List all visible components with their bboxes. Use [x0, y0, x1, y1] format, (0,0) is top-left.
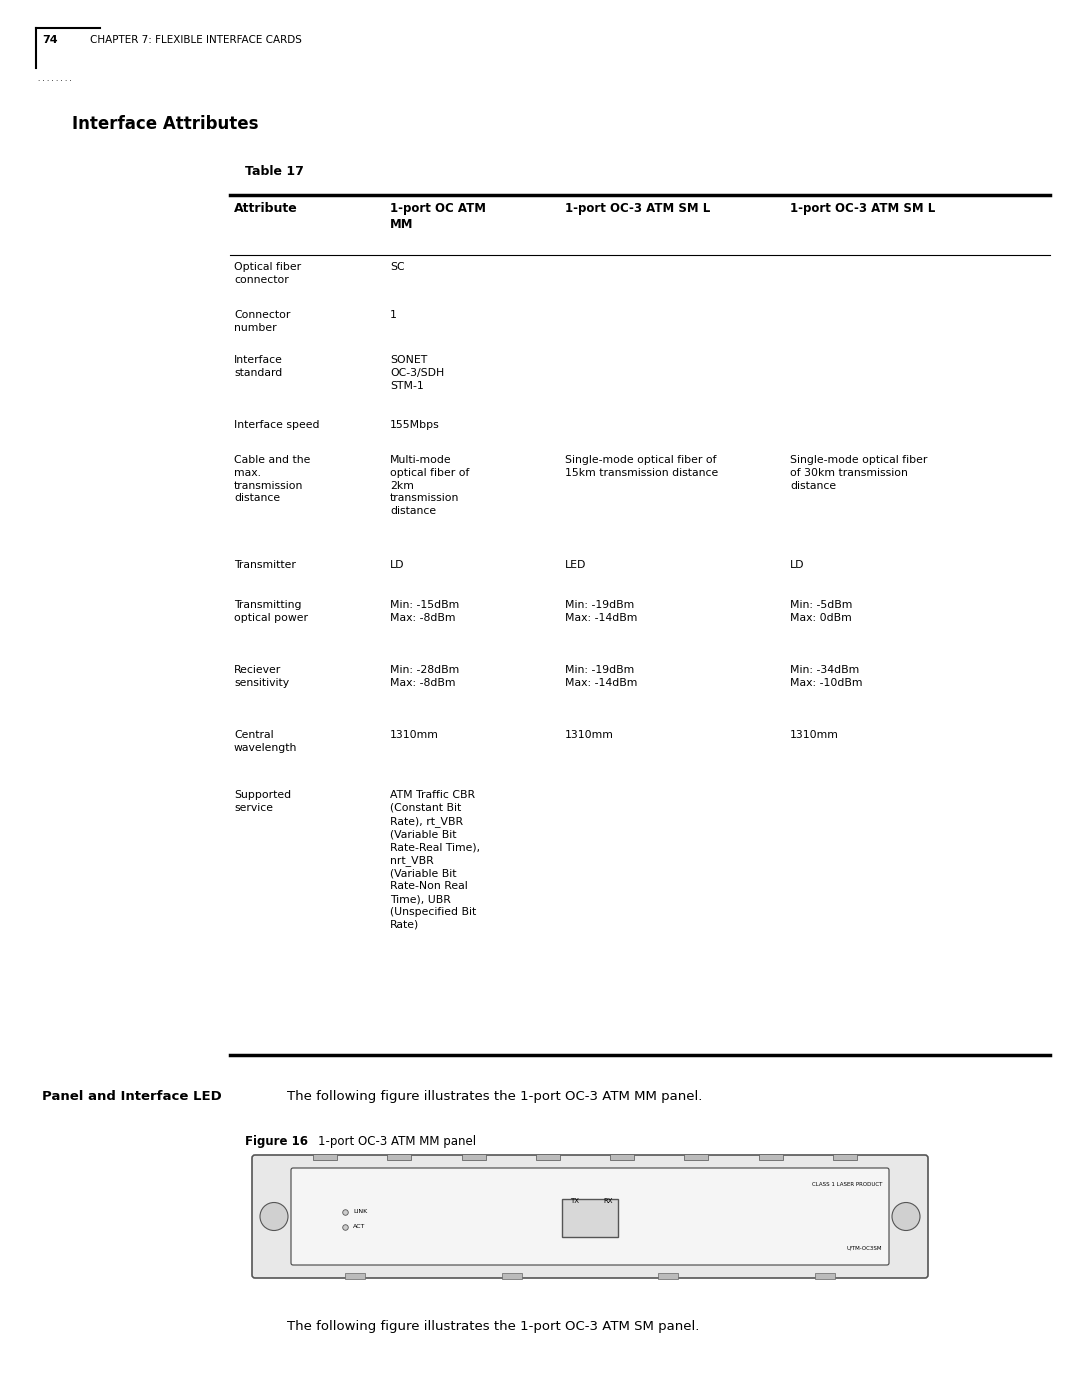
- Text: LD: LD: [789, 560, 805, 570]
- Text: MM: MM: [390, 218, 414, 231]
- Text: 1-port OC-3 ATM MM panel: 1-port OC-3 ATM MM panel: [318, 1134, 476, 1148]
- Bar: [759, 1154, 783, 1160]
- Text: 1: 1: [390, 310, 396, 320]
- Text: Cable and the
max.
transmission
distance: Cable and the max. transmission distance: [234, 455, 310, 503]
- Bar: [833, 1154, 858, 1160]
- Text: Connector
number: Connector number: [234, 310, 291, 332]
- Bar: [388, 1154, 411, 1160]
- Text: · · · · · · · ·: · · · · · · · ·: [38, 78, 71, 84]
- Circle shape: [260, 1203, 288, 1231]
- Text: SC: SC: [390, 263, 405, 272]
- Text: Optical fiber
connector: Optical fiber connector: [234, 263, 301, 285]
- Text: RX: RX: [604, 1199, 612, 1204]
- Text: Reciever
sensitivity: Reciever sensitivity: [234, 665, 289, 687]
- Text: Figure 16: Figure 16: [245, 1134, 308, 1148]
- Bar: [659, 1273, 678, 1280]
- Text: Min: -28dBm
Max: -8dBm: Min: -28dBm Max: -8dBm: [390, 665, 459, 687]
- Text: The following figure illustrates the 1-port OC-3 ATM MM panel.: The following figure illustrates the 1-p…: [287, 1090, 702, 1104]
- Text: Single-mode optical fiber
of 30km transmission
distance: Single-mode optical fiber of 30km transm…: [789, 455, 928, 490]
- Text: TX: TX: [570, 1199, 580, 1204]
- Text: Attribute: Attribute: [234, 203, 298, 215]
- Text: Interface Attributes: Interface Attributes: [72, 115, 258, 133]
- Text: Min: -19dBm
Max: -14dBm: Min: -19dBm Max: -14dBm: [565, 599, 637, 623]
- Text: 1-port OC ATM: 1-port OC ATM: [390, 203, 486, 215]
- Text: LD: LD: [390, 560, 405, 570]
- Text: Single-mode optical fiber of
15km transmission distance: Single-mode optical fiber of 15km transm…: [565, 455, 718, 478]
- Bar: [461, 1154, 486, 1160]
- Bar: [313, 1154, 337, 1160]
- Text: Min: -15dBm
Max: -8dBm: Min: -15dBm Max: -8dBm: [390, 599, 459, 623]
- Text: SONET
OC-3/SDH
STM-1: SONET OC-3/SDH STM-1: [390, 355, 444, 391]
- Text: Table 17: Table 17: [245, 165, 303, 177]
- Text: CLASS 1 LASER PRODUCT: CLASS 1 LASER PRODUCT: [812, 1182, 882, 1187]
- Bar: [536, 1154, 559, 1160]
- Text: 1310mm: 1310mm: [565, 731, 613, 740]
- Bar: [345, 1273, 365, 1280]
- Text: LED: LED: [565, 560, 586, 570]
- Text: Supported
service: Supported service: [234, 789, 292, 813]
- FancyBboxPatch shape: [252, 1155, 928, 1278]
- Text: LINK: LINK: [353, 1208, 367, 1214]
- Bar: [610, 1154, 634, 1160]
- Text: ACT: ACT: [353, 1224, 365, 1229]
- Text: The following figure illustrates the 1-port OC-3 ATM SM panel.: The following figure illustrates the 1-p…: [287, 1320, 700, 1333]
- Text: 155Mbps: 155Mbps: [390, 420, 440, 430]
- Text: Multi-mode
optical fiber of
2km
transmission
distance: Multi-mode optical fiber of 2km transmis…: [390, 455, 470, 517]
- FancyBboxPatch shape: [291, 1168, 889, 1266]
- Bar: [685, 1154, 708, 1160]
- Text: CHAPTER 7: FLEXIBLE INTERFACE CARDS: CHAPTER 7: FLEXIBLE INTERFACE CARDS: [90, 35, 302, 45]
- Text: 1-port OC-3 ATM SM L: 1-port OC-3 ATM SM L: [789, 203, 935, 215]
- Circle shape: [892, 1203, 920, 1231]
- Text: Interface speed: Interface speed: [234, 420, 320, 430]
- Text: 1-port OC-3 ATM SM L: 1-port OC-3 ATM SM L: [565, 203, 711, 215]
- Text: ATM Traffic CBR
(Constant Bit
Rate), rt_VBR
(Variable Bit
Rate-Real Time),
nrt_V: ATM Traffic CBR (Constant Bit Rate), rt_…: [390, 789, 481, 930]
- Text: 74: 74: [42, 35, 57, 45]
- Text: 1310mm: 1310mm: [390, 731, 438, 740]
- Text: Transmitting
optical power: Transmitting optical power: [234, 599, 308, 623]
- Text: Transmitter: Transmitter: [234, 560, 296, 570]
- Text: Panel and Interface LED: Panel and Interface LED: [42, 1090, 221, 1104]
- Text: U/TM-OC3SM: U/TM-OC3SM: [847, 1246, 882, 1250]
- Text: Min: -34dBm
Max: -10dBm: Min: -34dBm Max: -10dBm: [789, 665, 863, 687]
- Text: Central
wavelength: Central wavelength: [234, 731, 297, 753]
- Text: Interface
standard: Interface standard: [234, 355, 283, 377]
- Text: Min: -5dBm
Max: 0dBm: Min: -5dBm Max: 0dBm: [789, 599, 852, 623]
- Bar: [562, 1199, 618, 1236]
- Text: Min: -19dBm
Max: -14dBm: Min: -19dBm Max: -14dBm: [565, 665, 637, 687]
- Bar: [502, 1273, 522, 1280]
- Bar: [815, 1273, 835, 1280]
- Text: 1310mm: 1310mm: [789, 731, 839, 740]
